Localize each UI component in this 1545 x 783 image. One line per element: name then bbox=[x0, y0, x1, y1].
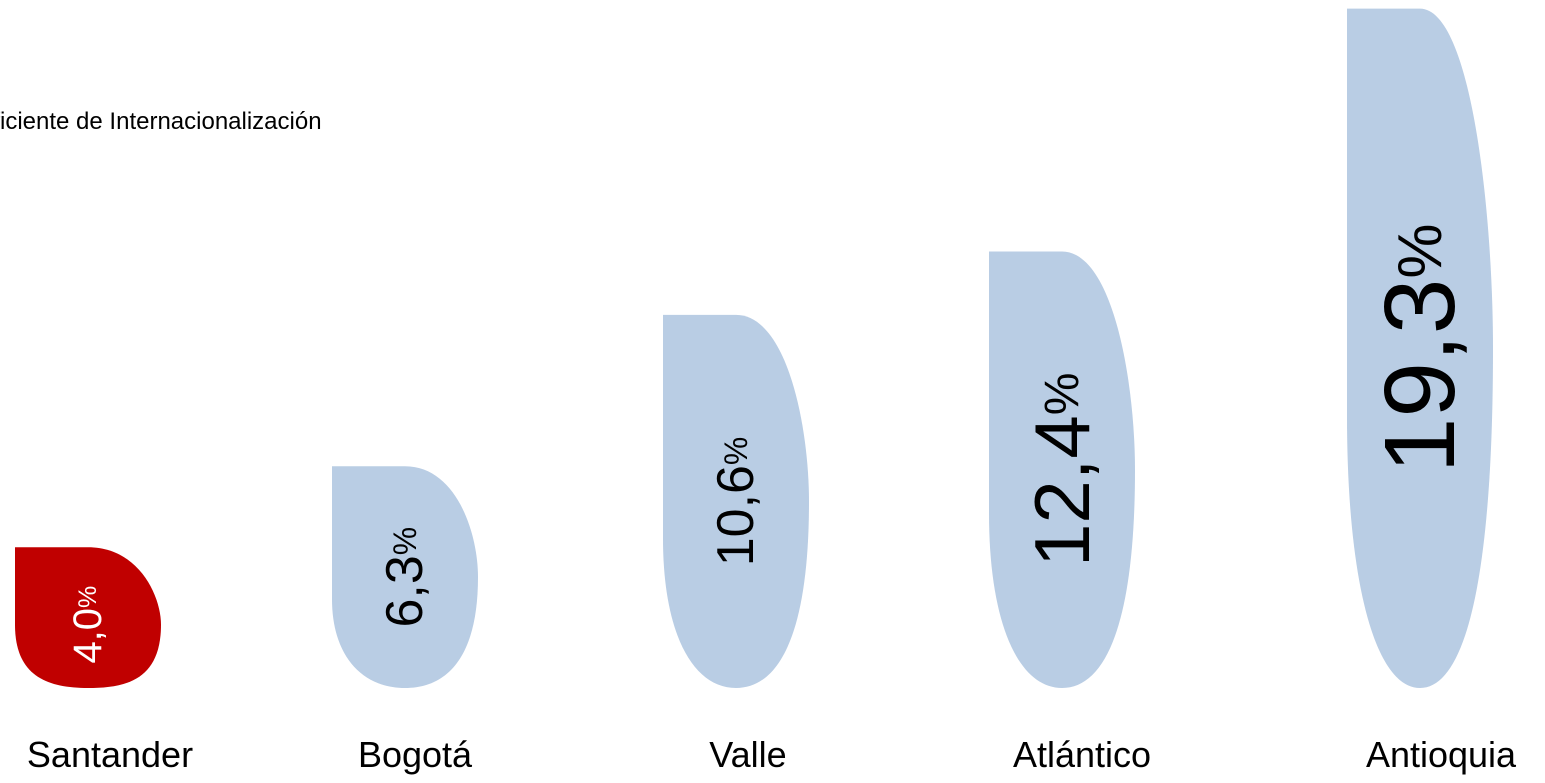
bar-santander bbox=[15, 547, 161, 688]
category-label-atlántico: Atlántico bbox=[1013, 734, 1151, 775]
chart-title: eficiente de Internacionalización bbox=[0, 108, 322, 135]
category-label-santander: Santander bbox=[27, 734, 193, 775]
value-label-atlántico: 12,4% bbox=[1018, 373, 1106, 568]
bar-bogotá bbox=[332, 466, 478, 688]
category-label-antioquia: Antioquia bbox=[1366, 734, 1517, 775]
category-label-bogotá: Bogotá bbox=[358, 734, 473, 775]
bar-valle bbox=[663, 314, 809, 688]
bar-antioquia bbox=[1347, 8, 1493, 688]
category-label-valle: Valle bbox=[709, 734, 786, 775]
value-label-bogotá: 6,3% bbox=[376, 527, 434, 628]
bar-atlántico bbox=[989, 251, 1135, 688]
value-label-santander: 4,0% bbox=[66, 586, 110, 664]
value-label-antioquia: 19,3% bbox=[1364, 223, 1476, 473]
value-label-valle: 10,6% bbox=[707, 437, 765, 567]
